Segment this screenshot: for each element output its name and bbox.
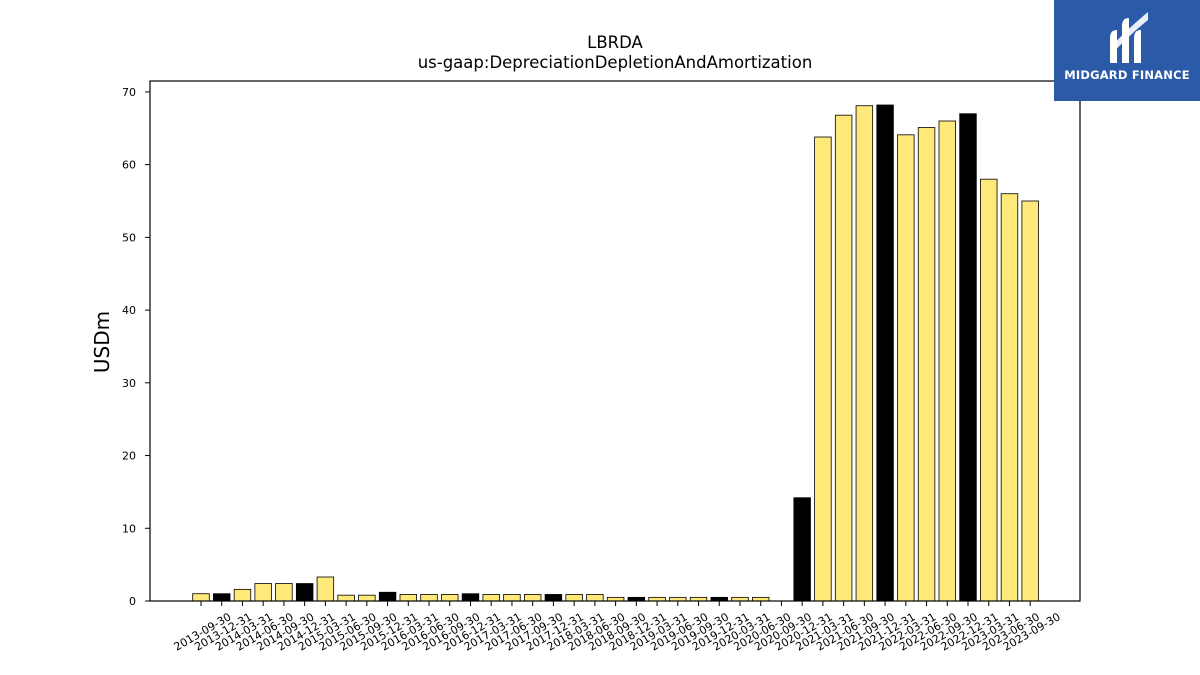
bar-2014-06-30 xyxy=(254,583,272,602)
x-axis: 2013-09-302013-12-312014-03-312014-06-30… xyxy=(172,601,1063,654)
y-axis: 0 10 20 30 40 50 60 70 xyxy=(122,86,150,608)
bar-2014-03-31 xyxy=(233,588,252,602)
bar-2015-12-31 xyxy=(378,591,397,602)
logo-text: MIDGARD FINANCE xyxy=(1064,68,1190,82)
bar-2017-12-31 xyxy=(544,594,563,602)
bar-2013-09-30 xyxy=(192,593,210,602)
bar-2022-12-31 xyxy=(959,113,977,602)
bar-2018-03-31 xyxy=(565,594,583,602)
bar-2016-06-30 xyxy=(420,594,438,602)
y-tick-label: 40 xyxy=(122,304,136,317)
bar-2022-09-30 xyxy=(938,120,956,602)
bar-2015-09-30 xyxy=(358,594,376,602)
bar-2020-12-31 xyxy=(793,497,811,602)
chart-title: LBRDA xyxy=(587,33,643,52)
bar-2022-06-30 xyxy=(917,127,936,602)
bar-2018-06-30 xyxy=(586,594,604,602)
y-axis-label: USDm xyxy=(90,311,114,373)
bar-2021-12-31 xyxy=(876,104,894,602)
bar-2021-03-31 xyxy=(814,136,832,602)
bar-2014-09-30 xyxy=(275,583,293,602)
midgard-m-logo-icon xyxy=(1110,12,1148,63)
y-tick-label: 30 xyxy=(122,377,136,390)
bars-group xyxy=(192,104,1039,602)
bar-2022-03-31 xyxy=(897,134,915,602)
y-tick-label: 20 xyxy=(122,450,136,463)
bar-2021-06-30 xyxy=(834,114,853,602)
bar-2015-03-31 xyxy=(316,576,335,602)
y-tick-label: 10 xyxy=(122,522,136,535)
y-tick-label: 60 xyxy=(122,159,136,172)
bar-2014-12-31 xyxy=(295,583,314,602)
bar-2017-09-30 xyxy=(523,594,542,602)
plot-frame xyxy=(149,80,1081,602)
y-tick-label: 50 xyxy=(122,231,136,244)
bar-2023-09-30 xyxy=(1021,200,1039,602)
bar-2021-09-30 xyxy=(855,105,874,602)
y-tick-label: 70 xyxy=(122,86,136,99)
bar-2015-06-30 xyxy=(337,594,355,602)
bar-2017-06-30 xyxy=(503,594,521,602)
chart-subtitle: us-gaap:DepreciationDepletionAndAmortiza… xyxy=(418,53,813,72)
bar-2023-06-30 xyxy=(1000,193,1019,602)
bar-2013-12-31 xyxy=(213,593,231,602)
bar-2017-03-31 xyxy=(482,594,500,602)
bar-2023-03-31 xyxy=(980,178,998,602)
y-tick-label: 0 xyxy=(129,595,136,608)
midgard-finance-logo: MIDGARD FINANCE xyxy=(1054,0,1200,101)
bar-2016-03-31 xyxy=(399,594,418,602)
bar-2016-09-30 xyxy=(441,594,459,602)
bar-2016-12-31 xyxy=(461,593,480,602)
